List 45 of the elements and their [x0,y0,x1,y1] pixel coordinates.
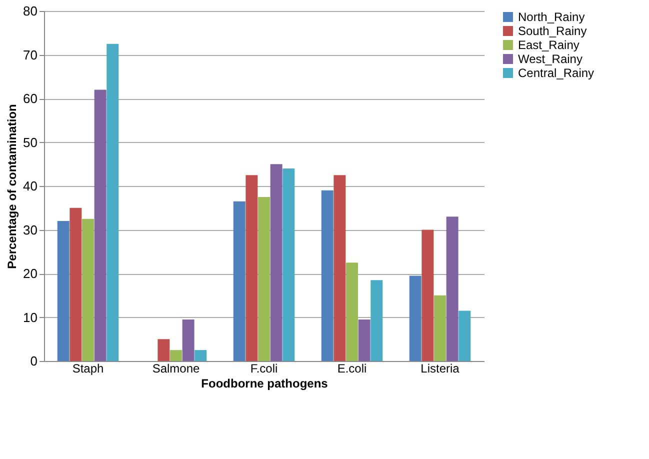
bar [446,216,458,361]
bar [158,339,170,361]
x-tick-label: Listeria [420,362,460,376]
legend-label: South_Rainy [518,24,587,38]
bar [170,350,182,361]
x-tick-label: F.coli [250,362,278,376]
legend-label: Central_Rainy [518,66,594,80]
legend-label: West_Rainy [518,52,582,66]
y-tick-label: 80 [23,4,38,18]
bar [57,221,70,361]
bar [458,310,471,361]
bar [358,319,370,361]
bar [246,175,258,361]
y-tick-label: 70 [23,47,38,62]
bar [94,90,106,361]
x-tick-label: E.coli [337,362,367,376]
x-axis-title: Foodborne pathogens [201,376,328,390]
bar [434,295,446,361]
bar [422,230,434,361]
legend-label: North_Rainy [518,10,585,24]
bar [182,319,194,361]
bar [233,201,246,361]
legend-label: East_Rainy [518,38,580,52]
y-axis-title: Percentage of contamination [5,104,20,269]
bar [258,196,270,361]
y-tick-label: 10 [23,310,38,325]
y-tick-label: 60 [23,91,38,106]
bar [270,164,282,361]
bar [70,208,82,361]
bar [321,190,334,361]
bar [282,168,295,361]
y-tick-label: 30 [23,222,38,238]
bar [194,350,207,361]
bar [370,280,383,361]
y-tick-label: 0 [30,354,38,368]
bar [409,276,422,361]
y-tick-label: 40 [23,178,38,194]
bar [334,175,346,361]
bar [346,262,358,361]
x-tick-label: Salmone [152,362,200,376]
bar [82,218,94,361]
y-tick-label: 50 [23,134,38,150]
x-tick-label: Staph [72,362,104,376]
bar [106,44,119,361]
y-tick-label: 20 [23,266,38,281]
